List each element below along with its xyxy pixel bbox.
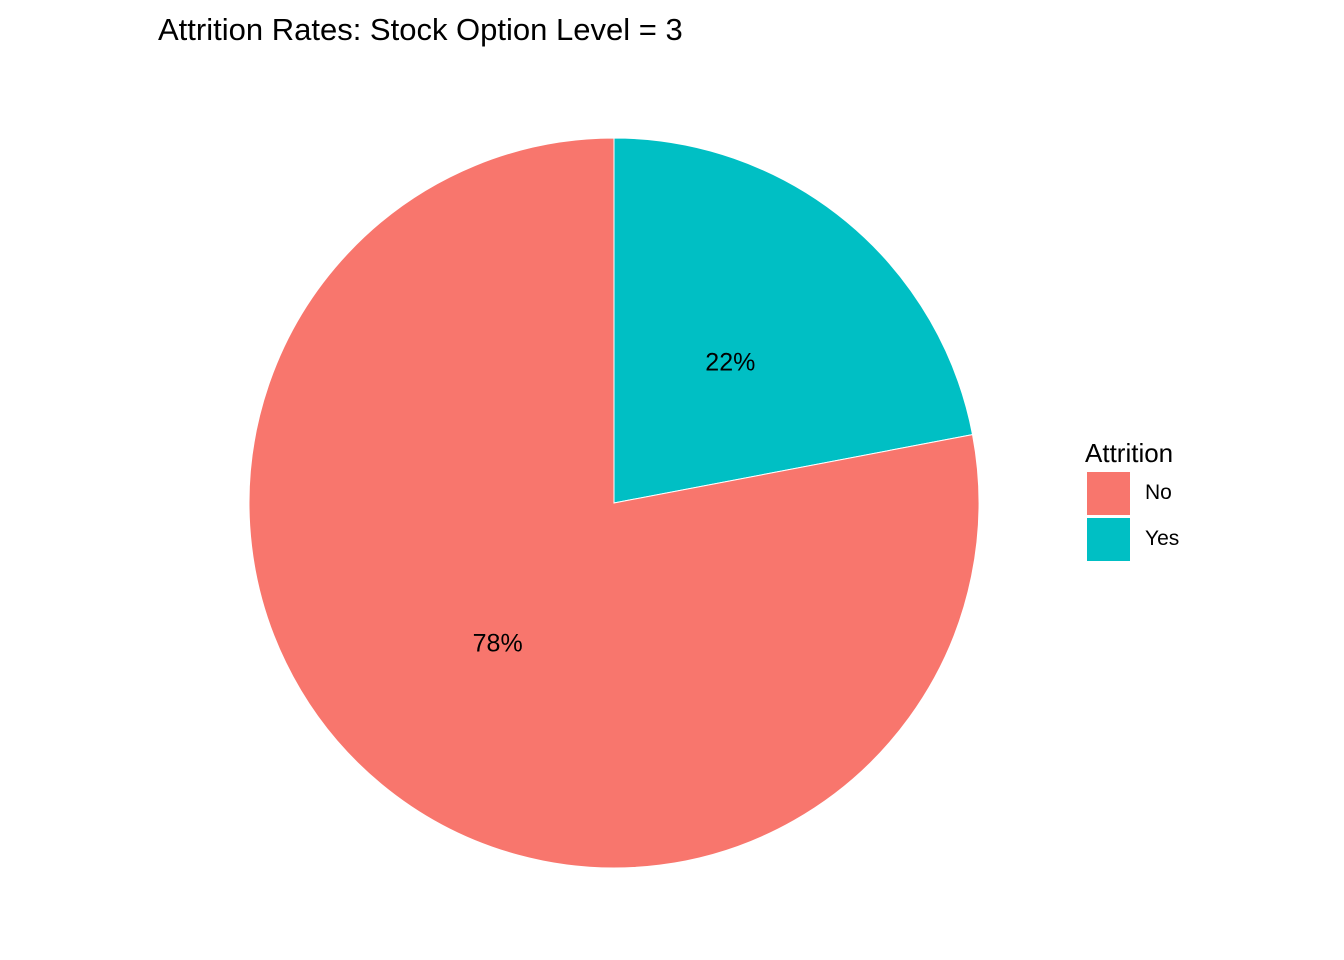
legend-key-yes [1087,517,1130,561]
legend-item-no: No [1085,470,1285,516]
pie-slice-no [248,137,980,869]
legend-key-no [1087,471,1130,515]
pie-slice-yes [613,137,974,504]
slice-label-yes: 22% [705,348,755,376]
legend-title: Attrition [1085,438,1174,468]
legend: Attrition No Yes [1085,436,1285,562]
slice-label-no: 78% [473,630,523,658]
legend-label-yes: Yes [1145,527,1180,550]
legend-item-yes: Yes [1085,516,1285,562]
chart-title: Attrition Rates: Stock Option Level = 3 [158,12,683,47]
legend-label-no: No [1145,481,1172,504]
